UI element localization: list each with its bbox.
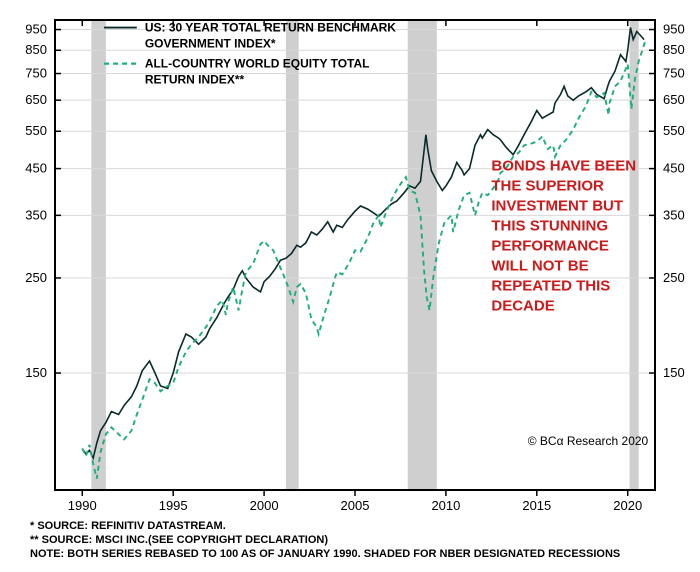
y-tick-label: 950	[663, 22, 685, 37]
y-tick-label: 250	[25, 270, 47, 285]
annotation-text: THE SUPERIOR	[491, 178, 604, 195]
y-tick-label: 150	[663, 365, 685, 380]
legend-label: GOVERNMENT INDEX*	[145, 37, 276, 51]
y-tick-label: 550	[663, 123, 685, 138]
y-tick-label: 650	[25, 92, 47, 107]
annotation-text: THIS STUNNING	[491, 218, 608, 235]
footnote-3: NOTE: BOTH SERIES REBASED TO 100 AS OF J…	[30, 548, 620, 560]
x-tick-label: 1990	[68, 498, 97, 513]
y-tick-label: 850	[25, 42, 47, 57]
annotation-text: WILL NOT BE	[491, 258, 588, 275]
legend-label: ALL-COUNTRY WORLD EQUITY TOTAL	[145, 57, 370, 71]
y-tick-label: 450	[25, 161, 47, 176]
recession-band	[286, 20, 299, 490]
annotation-text: DECADE	[491, 298, 554, 315]
annotation-text: BONDS HAVE BEEN	[491, 158, 636, 175]
y-tick-label: 950	[25, 22, 47, 37]
recession-band	[91, 20, 106, 490]
x-tick-label: 2020	[613, 498, 642, 513]
y-tick-label: 250	[663, 270, 685, 285]
x-tick-label: 2010	[431, 498, 460, 513]
y-tick-label: 150	[25, 365, 47, 380]
x-tick-label: 2000	[250, 498, 279, 513]
copyright-text: © BCα Research 2020	[528, 434, 649, 448]
y-tick-label: 750	[25, 66, 47, 81]
y-tick-label: 550	[25, 123, 47, 138]
chart-svg: 150 150 250 250 350 350 450 450 550 550 650 650 750 7…	[0, 0, 700, 572]
footnote-2: ** SOURCE: MSCI INC.(SEE COPYRIGHT DECLA…	[30, 534, 328, 546]
y-tick-label: 450	[663, 161, 685, 176]
y-tick-label: 350	[25, 207, 47, 222]
y-tick-label: 350	[663, 207, 685, 222]
annotation-text: INVESTMENT BUT	[491, 198, 623, 215]
y-tick-label: 650	[663, 92, 685, 107]
x-tick-label: 1995	[159, 498, 188, 513]
footnote-1: * SOURCE: REFINITIV DATASTREAM.	[30, 520, 226, 532]
legend-label: US: 30 YEAR TOTAL RETURN BENCHMARK	[145, 21, 396, 35]
annotation-text: PERFORMANCE	[491, 238, 609, 255]
annotation-text: REPEATED THIS	[491, 278, 610, 295]
y-tick-label: 850	[663, 42, 685, 57]
y-tick-label: 750	[663, 66, 685, 81]
chart-container: 150 150 250 250 350 350 450 450 550 550 650 650 750 7…	[0, 0, 700, 572]
x-tick-label: 2015	[522, 498, 551, 513]
x-tick-label: 2005	[341, 498, 370, 513]
legend-label: RETURN INDEX**	[145, 73, 245, 87]
